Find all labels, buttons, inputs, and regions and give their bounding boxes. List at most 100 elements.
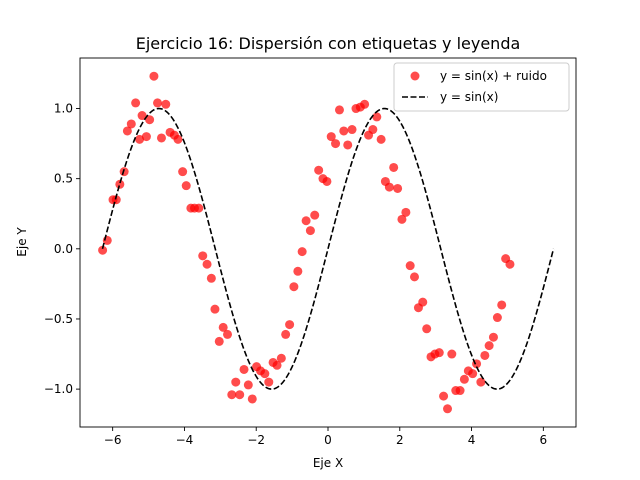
legend-line-label: y = sin(x) [440, 90, 498, 104]
scatter-point [476, 377, 486, 387]
x-tick-label: 0 [324, 433, 332, 447]
scatter-point [409, 272, 419, 282]
scatter-point [293, 266, 303, 276]
scatter-point [276, 353, 286, 363]
scatter-point [331, 139, 341, 149]
scatter-point [272, 360, 282, 370]
scatter-point [194, 203, 204, 213]
scatter-point [393, 183, 403, 193]
x-tick-label: −4 [176, 433, 194, 447]
scatter-point [310, 210, 320, 220]
scatter-point [389, 162, 399, 172]
scatter-point [322, 176, 332, 186]
scatter-point [231, 377, 241, 387]
scatter-point [223, 329, 233, 339]
scatter-point [131, 98, 141, 108]
scatter-point [434, 348, 444, 358]
scatter-point [98, 245, 108, 255]
legend-scatter-label: y = sin(x) + ruido [440, 69, 547, 83]
scatter-point [198, 251, 208, 261]
x-tick-label: 6 [540, 433, 548, 447]
scatter-point [161, 99, 171, 109]
x-tick-label: −2 [247, 433, 265, 447]
scatter-point [297, 247, 307, 257]
scatter-point [505, 259, 515, 269]
scatter-point [384, 182, 394, 192]
scatter-point [459, 374, 469, 384]
scatter-point [145, 115, 155, 125]
x-tick-label: −6 [104, 433, 122, 447]
scatter-point [181, 181, 191, 191]
scatter-point [153, 98, 163, 108]
y-axis-label: Eje Y [15, 227, 29, 257]
scatter-point [239, 364, 249, 374]
y-axis-ticks: −1.0 −0.5 0.0 0.5 1.0 [44, 102, 80, 396]
scatter-point [210, 304, 220, 314]
scatter-point [281, 329, 291, 339]
scatter-point [289, 282, 299, 292]
scatter-point [214, 336, 224, 346]
scatter-point [247, 394, 257, 404]
scatter-point [260, 369, 270, 379]
scatter-point [285, 320, 295, 330]
scatter-point [135, 134, 145, 144]
chart-title: Ejercicio 16: Dispersión con etiquetas y… [136, 34, 521, 53]
scatter-point [173, 134, 183, 144]
scatter-point [305, 226, 315, 236]
scatter-point [480, 350, 490, 360]
scatter-point [484, 341, 494, 351]
scatter-point [418, 297, 428, 307]
scatter-point [405, 261, 415, 271]
scatter-point [497, 300, 507, 310]
y-tick-label: 0.0 [54, 242, 73, 256]
x-tick-label: 2 [396, 433, 404, 447]
scatter-point [397, 214, 407, 224]
scatter-point [334, 105, 344, 115]
y-tick-label: 1.0 [54, 102, 73, 116]
scatter-point [443, 404, 453, 414]
scatter-point [243, 380, 253, 390]
scatter-point [422, 324, 432, 334]
scatter-point [447, 349, 457, 359]
scatter-point [326, 132, 336, 142]
scatter-point [368, 125, 378, 135]
legend-scatter-marker [410, 71, 420, 81]
scatter-point [360, 99, 370, 109]
x-axis-label: Eje X [313, 456, 343, 470]
scatter-point [264, 377, 274, 387]
scatter-point [492, 313, 502, 323]
scatter-point [141, 132, 151, 142]
y-tick-label: −1.0 [44, 382, 73, 396]
scatter-point [178, 167, 188, 177]
y-tick-label: 0.5 [54, 172, 73, 186]
scatter-point [235, 390, 245, 400]
sin-line [101, 107, 555, 390]
scatter-point [126, 119, 136, 129]
scatter-point [227, 390, 237, 400]
legend-box [393, 62, 570, 112]
scatter-point [218, 322, 228, 332]
scatter-point [314, 165, 324, 175]
plot-area [79, 57, 577, 428]
scatter-point [122, 126, 132, 136]
y-tick-label: −0.5 [44, 312, 73, 326]
plot-background [80, 58, 576, 427]
x-tick-label: 4 [468, 433, 476, 447]
scatter-point [488, 332, 498, 342]
scatter-point [206, 273, 216, 283]
scatter-point [202, 259, 212, 269]
scatter-point [376, 134, 386, 144]
scatter-point [455, 386, 465, 396]
x-axis-ticks: −6 −4 −2 0 2 4 6 [104, 427, 547, 447]
scatter-point [468, 369, 478, 379]
scatter-point [372, 112, 382, 122]
legend: y = sin(x) + ruido y = sin(x) [393, 62, 570, 112]
scatter-point [439, 391, 449, 401]
scatter-point [401, 207, 411, 217]
scatter-point [347, 125, 357, 135]
scatter-point [339, 126, 349, 136]
scatter-point [115, 179, 125, 189]
scatter-point [156, 133, 166, 143]
scatter-point [343, 140, 353, 150]
